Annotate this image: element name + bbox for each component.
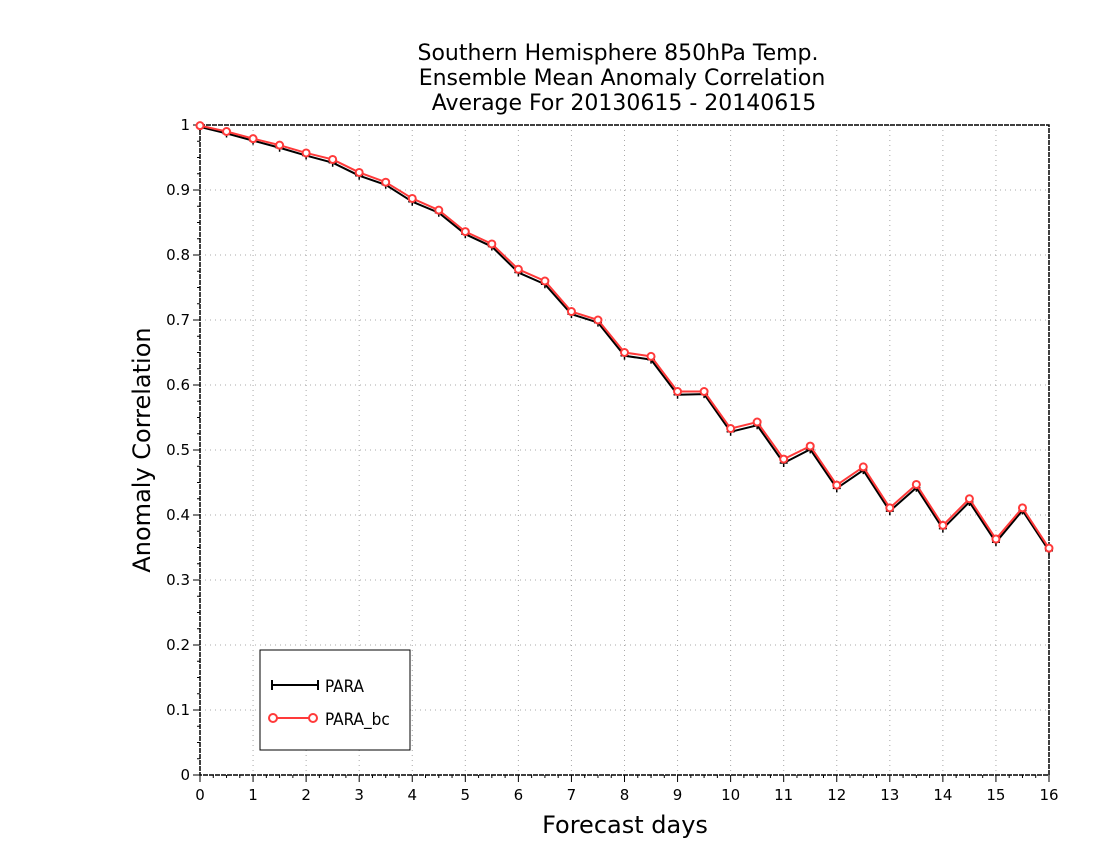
chart-title-line-2: Ensemble Mean Anomaly Correlation bbox=[419, 66, 826, 91]
data-point-para-bc bbox=[832, 480, 842, 490]
y-tick-label: 0.1 bbox=[166, 701, 190, 719]
legend-box bbox=[259, 649, 411, 751]
grid-layer bbox=[200, 125, 1049, 775]
data-point-para-bc bbox=[938, 520, 948, 530]
series-layer bbox=[195, 121, 1054, 555]
data-point-para-bc bbox=[911, 479, 921, 489]
legend-entry-para-bc: PARA_bc bbox=[268, 710, 390, 730]
data-point-para-bc bbox=[673, 387, 683, 396]
x-tick-label: 8 bbox=[620, 786, 630, 804]
x-tick-label: 14 bbox=[933, 786, 952, 804]
y-axis-label: Anomaly Correlation bbox=[128, 327, 156, 572]
chart-title-line-3: Average For 20130615 - 20140615 bbox=[432, 91, 817, 116]
data-point-para-bc bbox=[858, 462, 868, 472]
x-tick-label: 1 bbox=[248, 786, 258, 804]
x-tick-label: 16 bbox=[1039, 786, 1058, 804]
y-tick-label: 0 bbox=[180, 766, 190, 784]
series-para-bc bbox=[195, 121, 1054, 553]
data-point-para-bc bbox=[752, 417, 762, 427]
x-tick-label: 7 bbox=[567, 786, 577, 804]
data-point-para-bc bbox=[354, 167, 364, 177]
x-tick-label: 9 bbox=[673, 786, 683, 804]
x-tick-label: 4 bbox=[407, 786, 417, 804]
data-point-para-bc bbox=[328, 154, 338, 164]
y-tick-label: 0.5 bbox=[166, 441, 190, 459]
data-point-para-bc bbox=[195, 121, 205, 131]
data-point-para-bc bbox=[620, 348, 629, 357]
legend-marker-para bbox=[271, 680, 319, 690]
legend-entry-para: PARA bbox=[271, 677, 365, 697]
data-point-para-bc bbox=[487, 239, 497, 249]
legend: PARA PARA_bc bbox=[259, 649, 411, 751]
data-point-para-bc bbox=[1017, 503, 1027, 513]
data-point-para-bc bbox=[275, 140, 285, 150]
data-point-para-bc bbox=[407, 193, 417, 203]
series-line-para-bc bbox=[199, 124, 1050, 549]
y-tick-label: 0.9 bbox=[166, 181, 190, 199]
x-tick-label: 3 bbox=[354, 786, 364, 804]
data-point-para-bc bbox=[885, 503, 895, 513]
y-tick-label: 0.6 bbox=[166, 376, 190, 394]
y-tick-label: 0.4 bbox=[166, 506, 190, 524]
x-tick-label: 6 bbox=[514, 786, 524, 804]
y-tick-label: 1 bbox=[180, 116, 190, 134]
x-tick-label: 2 bbox=[301, 786, 311, 804]
legend-label-para: PARA bbox=[325, 677, 365, 697]
data-point-para-bc bbox=[301, 148, 311, 158]
x-tick-label: 10 bbox=[721, 786, 740, 804]
series-para bbox=[196, 122, 1053, 555]
data-point-para-bc bbox=[513, 264, 523, 274]
data-point-para-bc bbox=[222, 127, 232, 136]
plot-frame bbox=[199, 124, 1050, 776]
data-point-para-bc bbox=[699, 387, 709, 396]
data-point-para-bc bbox=[1044, 543, 1054, 553]
data-point-para-bc bbox=[381, 177, 391, 187]
y-tick-label: 0.8 bbox=[166, 246, 190, 264]
y-tick-label: 0.7 bbox=[166, 311, 190, 329]
data-point-para-bc bbox=[964, 494, 974, 504]
y-tick-label: 0.3 bbox=[166, 571, 190, 589]
data-point-para-bc bbox=[248, 134, 258, 144]
data-point-para-bc bbox=[726, 424, 736, 434]
chart-title-line-1: Southern Hemisphere 850hPa Temp. bbox=[418, 41, 819, 66]
x-tick-label: 11 bbox=[774, 786, 793, 804]
x-tick-label: 12 bbox=[827, 786, 846, 804]
data-point-para-bc bbox=[779, 454, 789, 464]
data-point-para-bc bbox=[991, 534, 1001, 544]
x-tick-label: 15 bbox=[986, 786, 1005, 804]
tick-layer: 0 1 2 3 4 5 6 7 8 9 10 11 12 13 14 15 1600.10.20.30.40.5… bbox=[166, 116, 1058, 804]
data-point-para-bc bbox=[540, 276, 550, 286]
data-point-para-bc bbox=[805, 441, 815, 451]
data-point-para-bc bbox=[593, 315, 603, 325]
data-point-para-bc bbox=[646, 351, 656, 361]
data-point-para-bc bbox=[566, 307, 576, 317]
data-point-para-bc bbox=[434, 205, 444, 215]
x-tick-label: 5 bbox=[461, 786, 471, 804]
x-tick-label: 13 bbox=[880, 786, 899, 804]
x-tick-label: 0 bbox=[195, 786, 205, 804]
x-axis-label: Forecast days bbox=[542, 811, 708, 839]
legend-marker-para-bc-right bbox=[308, 713, 318, 723]
legend-label-para-bc: PARA_bc bbox=[325, 710, 390, 730]
y-tick-label: 0.2 bbox=[166, 636, 190, 654]
legend-marker-para-bc-left bbox=[268, 713, 278, 723]
data-point-para-bc bbox=[460, 227, 470, 237]
